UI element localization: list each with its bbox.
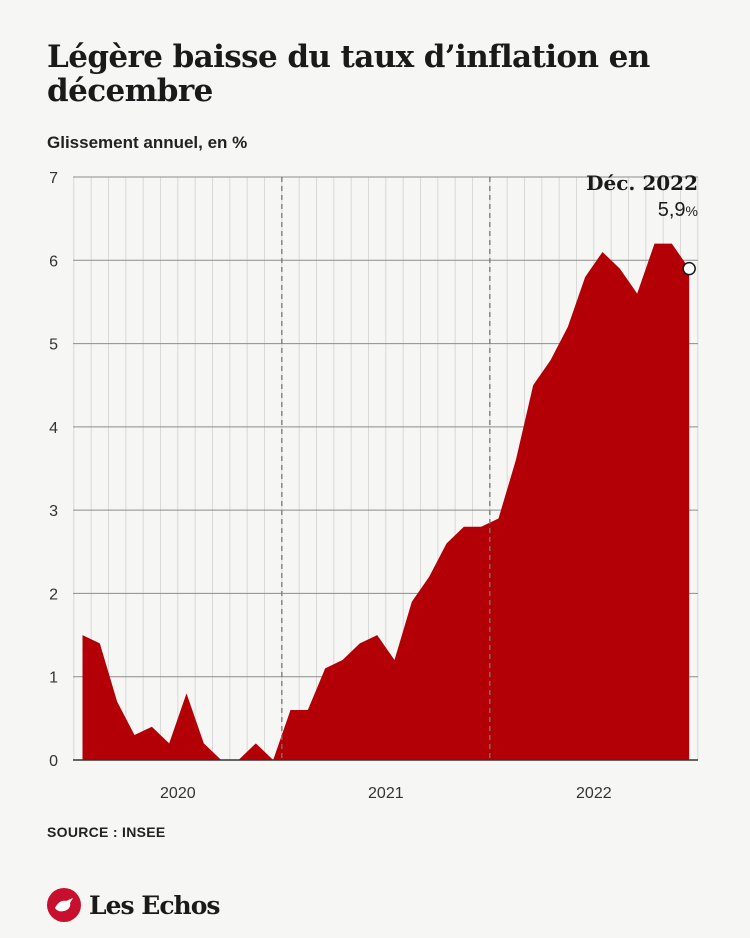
les-echos-logo: Les Echos (47, 888, 220, 922)
x-axis-year-labels: 2020 2021 2022 (160, 785, 612, 802)
y-tick-label: 0 (49, 753, 58, 770)
y-tick-label: 6 (49, 253, 58, 270)
year-separators (281, 177, 491, 760)
x-year-label: 2022 (576, 785, 612, 802)
y-tick-label: 4 (49, 420, 58, 437)
y-tick-label: 3 (49, 503, 58, 520)
chart-subtitle: Glissement annuel, en % (47, 133, 248, 152)
annotation-label: Déc. 2022 (586, 171, 698, 195)
chart-title: Légère baisse du taux d’inflation en déc… (47, 39, 650, 109)
y-tick-label: 7 (49, 170, 58, 187)
y-tick-label: 1 (49, 670, 58, 687)
y-axis-tick-labels: 0 1 2 3 4 5 6 7 (49, 170, 58, 770)
brand-name: Les Echos (89, 890, 220, 920)
annotation-value-number: 5,9 (658, 199, 686, 221)
y-tick-label: 2 (49, 586, 58, 603)
inflation-area (82, 243, 690, 760)
last-value-marker (682, 261, 696, 276)
source-note: SOURCE : INSEE (47, 824, 166, 840)
annotation-value: 5,9% (658, 199, 698, 221)
annotation-unit: % (686, 203, 698, 219)
brand-emblem-icon (47, 888, 81, 922)
x-year-label: 2020 (160, 785, 196, 802)
inflation-area-chart: 0 1 2 3 4 5 6 7 2020 2021 2022 Déc. 2022 5,9% (49, 170, 699, 802)
y-tick-label: 5 (49, 337, 58, 354)
x-year-label: 2021 (368, 785, 404, 802)
